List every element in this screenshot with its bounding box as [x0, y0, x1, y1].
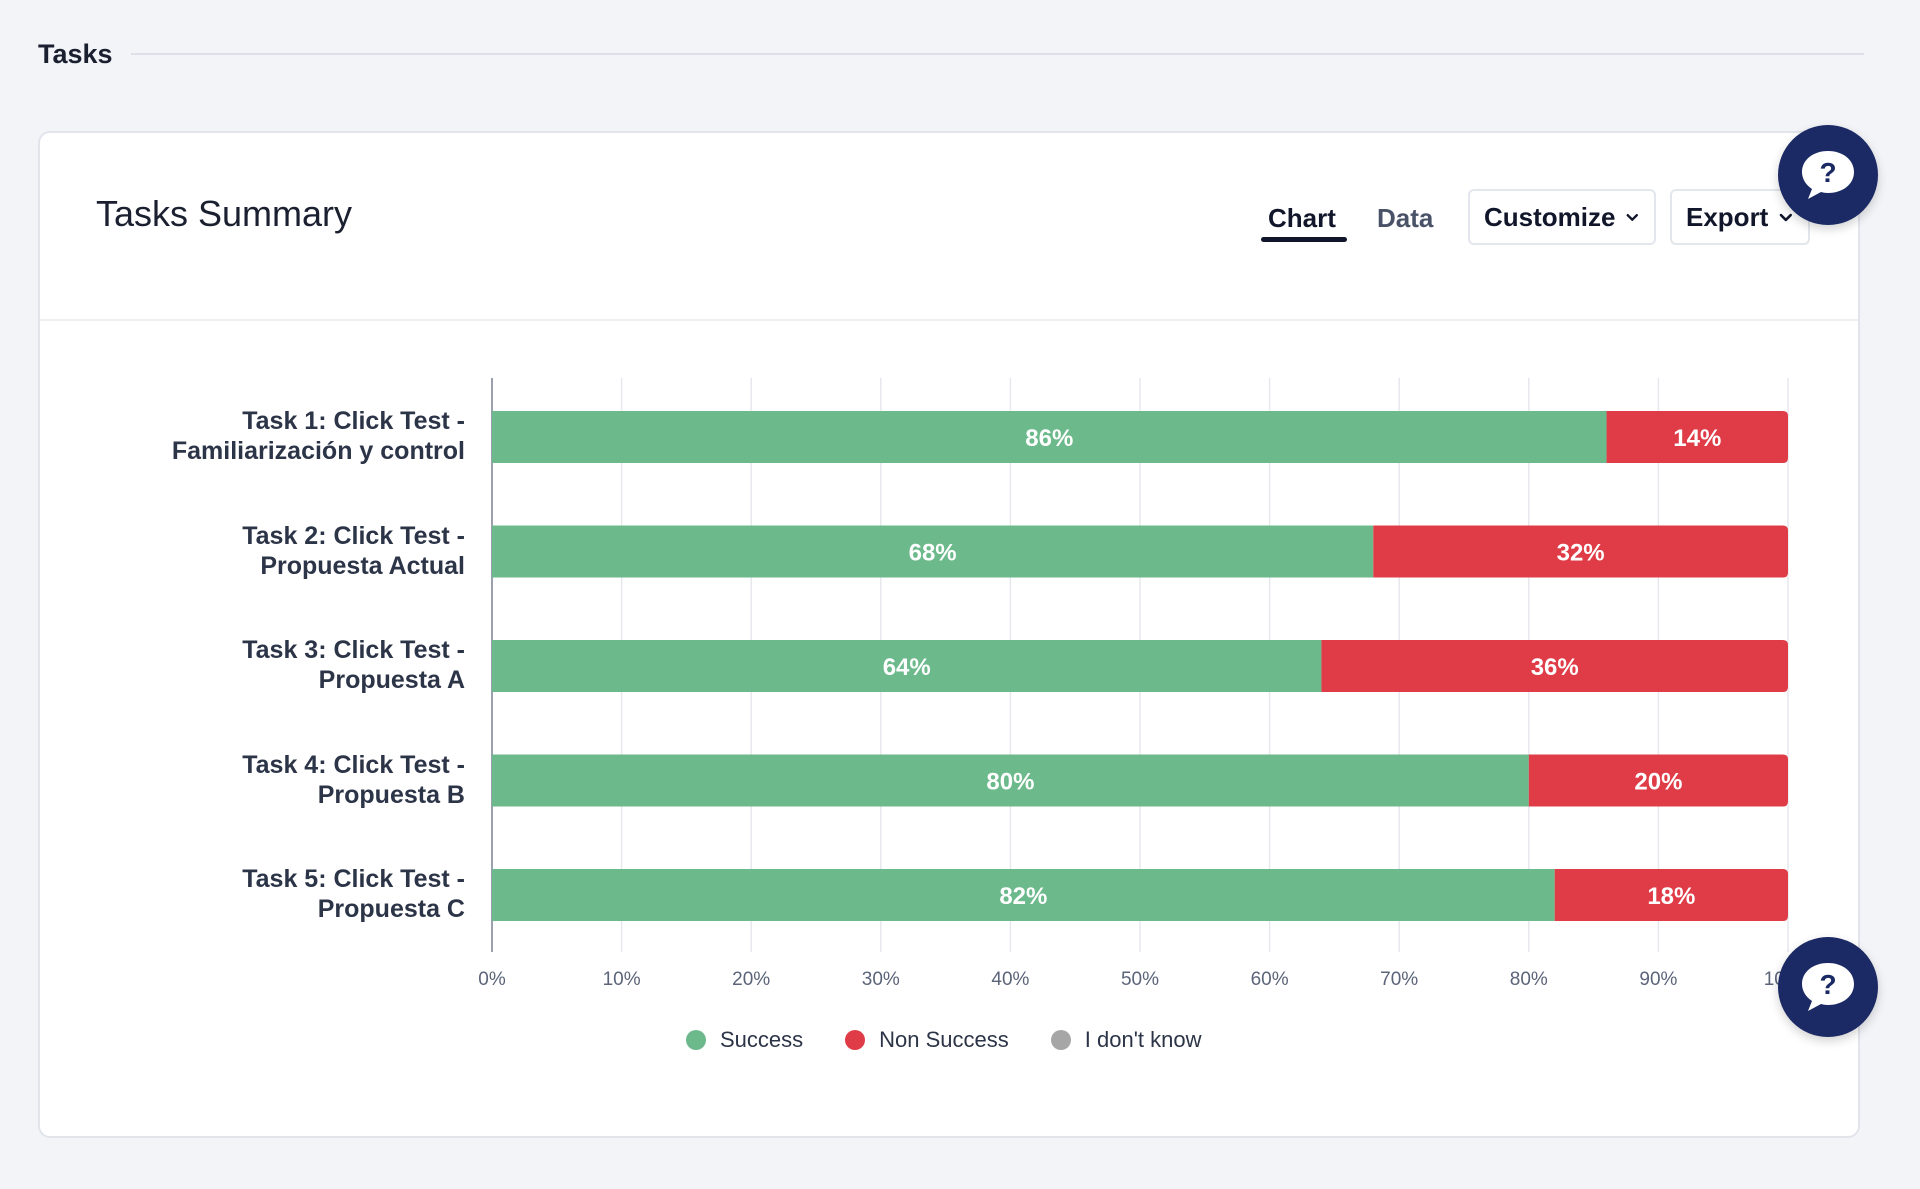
legend-item-non-success[interactable]: Non Success — [845, 1027, 1009, 1053]
bar-success — [492, 525, 1374, 578]
chart-legend: Success Non Success I don't know — [686, 1027, 1244, 1053]
customize-button[interactable]: Customize — [1468, 189, 1656, 245]
legend-swatch-success — [686, 1030, 706, 1050]
tasks-summary-card: Tasks Summary Chart Data Customize Expor… — [38, 131, 1860, 1138]
bar-value-label: 86% — [1025, 425, 1073, 452]
card-title: Tasks Summary — [96, 193, 353, 234]
chevron-down-icon — [1627, 214, 1639, 221]
legend-item-success[interactable]: Success — [686, 1027, 803, 1053]
category-label-line: Propuesta B — [317, 780, 465, 809]
bar-non-success — [1554, 869, 1788, 921]
bar-success — [492, 411, 1607, 463]
x-tick-label: 80% — [1510, 969, 1548, 990]
bar-value-label: 14% — [1673, 425, 1721, 452]
bar-value-label: 64% — [883, 654, 931, 681]
help-glyph: ? — [1819, 157, 1836, 188]
bar-non-success — [1528, 754, 1788, 807]
section-header: Tasks — [38, 36, 1864, 72]
bar-success — [492, 754, 1529, 807]
bar-success — [492, 640, 1322, 692]
category-label: Task 2: Click Test - Propuesta Actual — [242, 521, 465, 581]
legend-swatch-non-success — [845, 1030, 866, 1050]
bar-non-success — [1321, 640, 1788, 692]
active-tab-indicator — [1261, 237, 1347, 242]
x-tick-label: 30% — [862, 969, 900, 990]
category-label-line: Familiarización y control — [171, 437, 465, 465]
legend-label-dont-know: I don't know — [1084, 1027, 1202, 1052]
category-label-line: Task 1: Click Test - — [242, 407, 465, 435]
help-glyph: ? — [1819, 969, 1836, 1000]
card-header: Tasks Summary Chart Data Customize Expor… — [40, 133, 1858, 321]
legend-swatch-dont-know — [1050, 1030, 1071, 1050]
category-label-line: Task 3: Click Test - — [242, 636, 465, 664]
bar-value-label: 18% — [1647, 883, 1695, 910]
x-tick-label: 10% — [603, 969, 641, 990]
x-tick-label: 40% — [991, 969, 1029, 990]
category-label-line: Propuesta C — [317, 895, 465, 923]
chevron-down-icon — [1780, 213, 1793, 222]
bar-non-success — [1606, 411, 1788, 463]
legend-label-non-success: Non Success — [879, 1027, 1009, 1052]
help-chat-icon: ? — [1802, 963, 1854, 1011]
x-tick-label: 50% — [1121, 969, 1159, 990]
section-divider — [130, 53, 1864, 55]
bar-value-label: 82% — [999, 883, 1047, 910]
bar-value-label: 36% — [1531, 654, 1579, 681]
help-chat-icon: ? — [1802, 151, 1854, 199]
x-tick-label: 20% — [732, 969, 770, 990]
bar-value-label: 68% — [909, 540, 957, 567]
category-label-line: Task 4: Click Test - — [242, 750, 465, 779]
category-label: Task 4: Click Test - Propuesta B — [242, 750, 465, 810]
x-tick-label: 90% — [1639, 969, 1677, 990]
category-label: Task 1: Click Test - Familiarización y co… — [172, 406, 465, 466]
x-tick-label: 70% — [1380, 969, 1418, 990]
bar-value-label: 32% — [1557, 540, 1605, 567]
category-label-line: Task 5: Click Test - — [242, 865, 465, 893]
bar-value-label: 80% — [986, 769, 1034, 796]
help-button[interactable]: ? — [1778, 125, 1878, 225]
bar-success — [492, 869, 1555, 921]
category-label: Task 5: Click Test - Propuesta C — [242, 864, 465, 924]
category-label: Task 3: Click Test - Propuesta A — [242, 635, 465, 695]
category-label-line: Propuesta Actual — [260, 551, 465, 580]
help-button[interactable]: ? — [1778, 937, 1878, 1037]
bar-non-success — [1373, 525, 1788, 578]
bar-value-label: 20% — [1634, 769, 1682, 796]
tab-chart[interactable]: Chart — [1268, 203, 1336, 233]
x-tick-label: 0% — [478, 969, 506, 990]
customize-label: Customize — [1484, 201, 1616, 232]
category-label-line: Propuesta A — [318, 666, 465, 694]
x-tick-label: 60% — [1251, 969, 1289, 990]
legend-item-dont-know[interactable]: I don't know — [1050, 1027, 1202, 1053]
tab-data[interactable]: Data — [1377, 203, 1434, 233]
export-button[interactable]: Export — [1670, 189, 1810, 245]
category-label-line: Task 2: Click Test - — [242, 521, 465, 550]
export-label: Export — [1686, 201, 1769, 232]
legend-label-success: Success — [720, 1027, 804, 1052]
section-title: Tasks — [38, 38, 113, 69]
